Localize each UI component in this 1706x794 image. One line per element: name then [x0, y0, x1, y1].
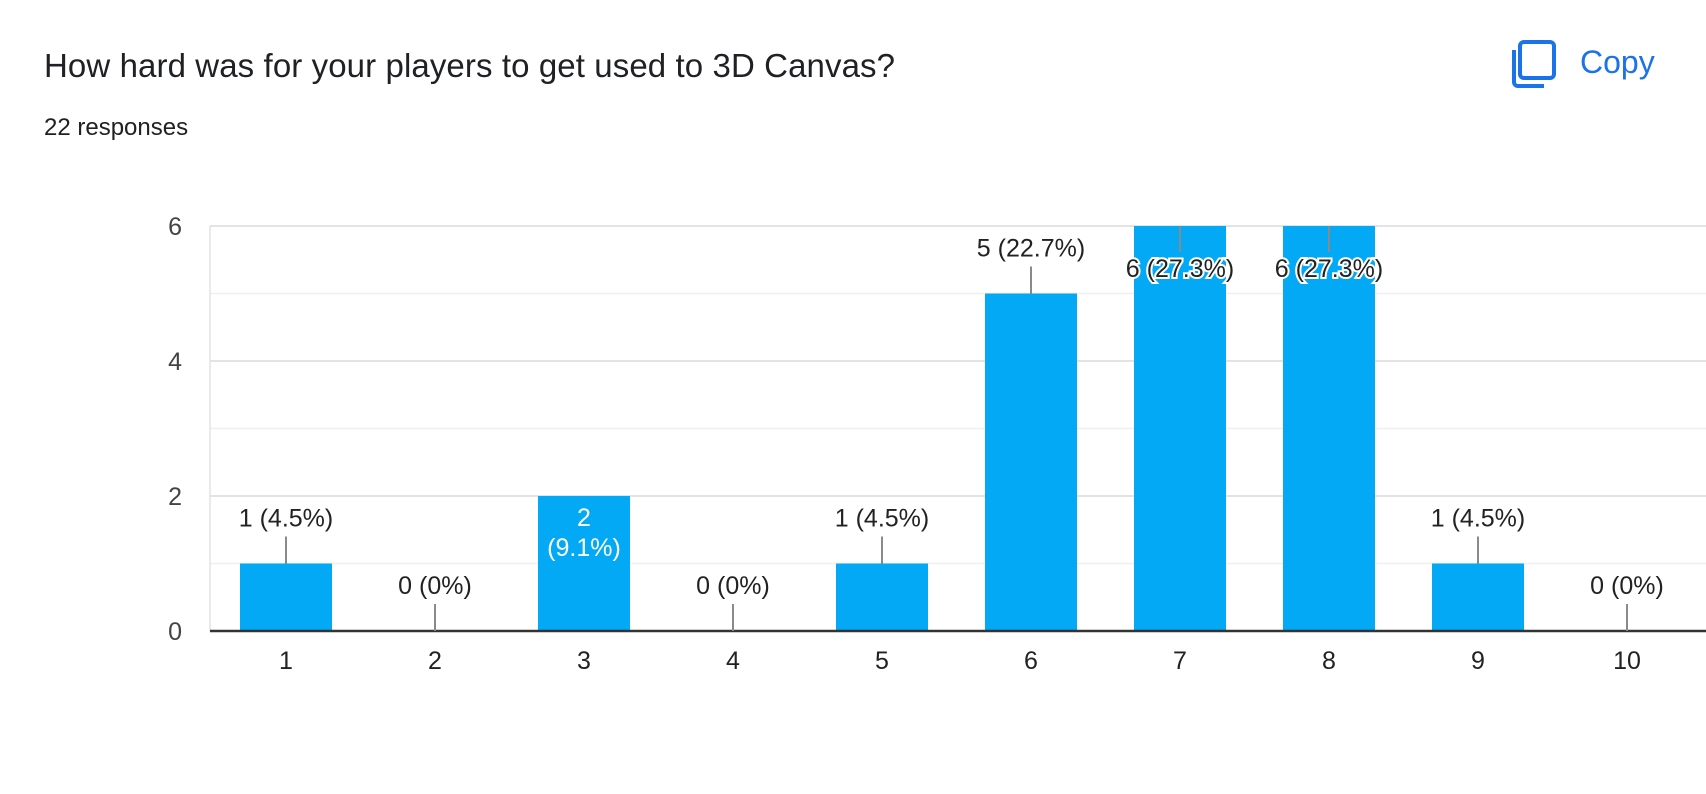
data-label: 6 (27.3%)	[1126, 255, 1234, 283]
bar[interactable]	[240, 563, 332, 632]
data-label: 0 (0%)	[1590, 572, 1664, 600]
data-label: 2 (9.1%)	[547, 504, 621, 562]
data-label: 1 (4.5%)	[239, 505, 333, 533]
x-tick-label: 8	[1322, 647, 1336, 675]
x-tick-label: 9	[1471, 647, 1485, 675]
label-layer: 1 (4.5%) 0 (0%) 2 (9.1%) 0 (0%) 1 (4.5%) 5 (22…	[239, 226, 1664, 631]
data-label: 0 (0%)	[398, 572, 472, 600]
copy-label: Copy	[1580, 43, 1655, 80]
y-tick-label: 0	[168, 618, 182, 646]
x-tick-label: 10	[1613, 647, 1641, 675]
data-label: 5 (22.7%)	[977, 235, 1085, 263]
grid-layer	[209, 225, 1706, 631]
data-label: 1 (4.5%)	[835, 505, 929, 533]
x-tick-label: 4	[726, 647, 740, 675]
response-count: 22 responses	[44, 114, 189, 141]
x-tick-label: 5	[875, 647, 889, 675]
copy-icon	[1512, 40, 1556, 88]
question-title: How hard was for your players to get use…	[44, 47, 896, 84]
data-label: 0 (0%)	[696, 572, 770, 600]
bar[interactable]	[1134, 226, 1226, 631]
x-tick-label: 1	[279, 647, 293, 675]
axis-layer: 0 2 4 6 1 2 3 4 5 6 7 8 9 10	[168, 213, 1706, 675]
copy-button[interactable]: Copy	[1506, 34, 1659, 90]
bar[interactable]	[538, 496, 630, 631]
data-label: 6 (27.3%)	[1275, 255, 1383, 283]
bar[interactable]	[985, 293, 1077, 632]
x-tick-label: 2	[428, 647, 442, 675]
bar[interactable]	[1283, 226, 1375, 631]
y-tick-label: 4	[168, 348, 182, 376]
x-tick-label: 3	[577, 647, 591, 675]
bar[interactable]	[1432, 563, 1524, 632]
y-tick-label: 2	[168, 483, 182, 511]
y-tick-label: 6	[168, 213, 182, 241]
x-tick-label: 6	[1024, 647, 1038, 675]
data-label: 1 (4.5%)	[1431, 505, 1525, 533]
bar[interactable]	[836, 563, 928, 632]
bar-layer	[240, 226, 1524, 631]
x-tick-label: 7	[1173, 647, 1187, 675]
